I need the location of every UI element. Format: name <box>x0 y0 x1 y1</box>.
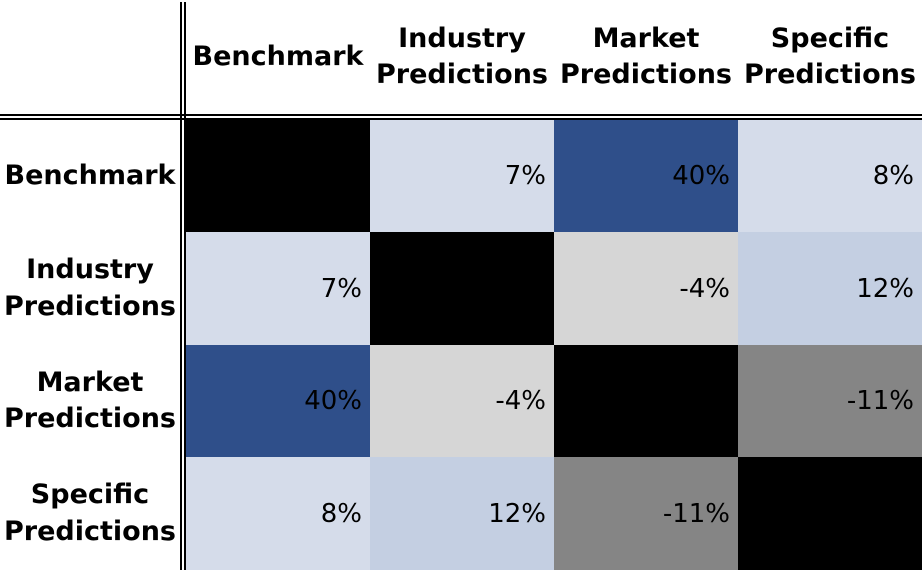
diagonal-cell <box>738 457 922 570</box>
row-header: Market Predictions <box>3 366 176 434</box>
heatmap-cell: -4% <box>554 232 738 345</box>
row-header-divider-left <box>180 2 182 570</box>
heatmap-cell: 7% <box>186 232 370 345</box>
heatmap-cell: 40% <box>554 120 738 232</box>
row-header: Specific Predictions <box>3 479 176 547</box>
heatmap-cell: 7% <box>370 120 554 232</box>
heatmap-cell: -11% <box>738 345 922 457</box>
column-header: Specific Predictions <box>743 22 916 90</box>
column-header: Industry Predictions <box>375 22 548 90</box>
row-header: Benchmark <box>4 159 176 191</box>
row-header-divider-right <box>184 2 186 570</box>
heatmap-cell: 40% <box>186 345 370 457</box>
heatmap-cell: -11% <box>554 457 738 570</box>
row-header: Industry Predictions <box>3 254 176 322</box>
column-header: Market Predictions <box>559 22 732 90</box>
heatmap-cell: 8% <box>186 457 370 570</box>
header-divider-top <box>0 114 922 116</box>
diagonal-cell <box>554 345 738 457</box>
header-divider-bottom <box>0 118 922 120</box>
heatmap-cell: 12% <box>738 232 922 345</box>
diagonal-cell <box>370 232 554 345</box>
diagonal-cell <box>186 120 370 232</box>
heatmap-cell: -4% <box>370 345 554 457</box>
heatmap-cell: 12% <box>370 457 554 570</box>
column-header: Benchmark <box>192 40 364 72</box>
heatmap-cell: 8% <box>738 120 922 232</box>
